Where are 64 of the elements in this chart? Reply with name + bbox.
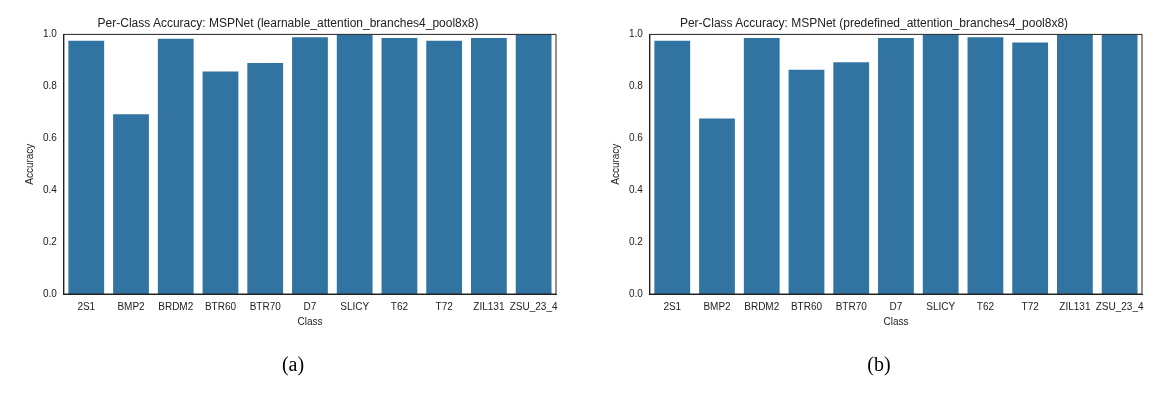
x-tick-label: BTR70 xyxy=(835,300,868,312)
y-tick-label: 0.4 xyxy=(43,183,58,195)
bar xyxy=(1012,42,1049,294)
chart-title: Per-Class Accuracy: MSPNet (predefined_attention_branches4_pool8x8) xyxy=(679,15,1069,30)
x-tick-label: D7 xyxy=(303,300,317,312)
x-tick-label: ZIL131 xyxy=(1059,300,1091,312)
chart-title: Per-Class Accuracy: MSPNet (learnable_attention_branches4_pool8x8) xyxy=(97,15,479,30)
x-tick-label: BTR60 xyxy=(204,300,237,312)
text: (a) xyxy=(280,353,306,376)
y-tick-label: 0.8 xyxy=(629,80,644,92)
bar xyxy=(336,34,373,294)
x-axis-title: Class xyxy=(883,315,909,327)
bar xyxy=(515,34,552,294)
bar xyxy=(426,40,463,294)
bar xyxy=(202,71,239,294)
bar xyxy=(381,38,418,294)
bar xyxy=(878,38,914,294)
y-axis-title: Accuracy xyxy=(23,143,35,185)
x-tick-label: BRDM2 xyxy=(158,300,194,312)
bar xyxy=(1101,34,1138,294)
x-tick-label: BTR60 xyxy=(790,300,823,312)
x-tick-label: BRDM2 xyxy=(744,300,780,312)
y-tick-label: 0.6 xyxy=(629,131,644,143)
x-tick-label: BMP2 xyxy=(703,300,732,312)
bar xyxy=(247,62,284,294)
bar xyxy=(922,34,959,294)
y-tick-label: 0.2 xyxy=(43,235,58,247)
x-tick-label: BTR70 xyxy=(249,300,282,312)
x-tick-label: BMP2 xyxy=(117,300,146,312)
x-tick-label: SLICY xyxy=(340,300,370,312)
y-tick-label: 1.0 xyxy=(629,28,644,40)
x-tick-label: ZIL131 xyxy=(473,300,505,312)
x-tick-label: ZSU_23_4 xyxy=(509,300,558,312)
bar xyxy=(833,62,870,294)
bar xyxy=(699,118,735,294)
x-tick-label: SLICY xyxy=(926,300,956,312)
bar xyxy=(654,40,691,294)
bar xyxy=(788,69,825,294)
x-tick-label: T62 xyxy=(976,300,995,312)
bar xyxy=(1057,34,1093,294)
y-tick-label: 1.0 xyxy=(43,28,58,40)
y-tick-label: 0.0 xyxy=(629,287,644,299)
text: (b) xyxy=(866,353,892,376)
x-tick-label: 2S1 xyxy=(77,300,96,312)
bar xyxy=(967,37,1004,294)
x-tick-label: T72 xyxy=(435,300,454,312)
y-tick-label: 0.6 xyxy=(43,131,58,143)
x-tick-label: D7 xyxy=(889,300,903,312)
bar xyxy=(157,38,194,294)
bar xyxy=(68,40,105,294)
y-tick-label: 0.0 xyxy=(43,287,58,299)
y-tick-label: 0.4 xyxy=(629,183,644,195)
y-tick-label: 0.8 xyxy=(43,80,58,92)
x-tick-label: T62 xyxy=(390,300,409,312)
x-tick-label: 2S1 xyxy=(663,300,682,312)
bar xyxy=(113,114,149,294)
bar xyxy=(471,38,507,294)
bar xyxy=(743,38,780,294)
x-axis-title: Class xyxy=(297,315,323,327)
x-tick-label: T72 xyxy=(1021,300,1040,312)
y-tick-label: 0.2 xyxy=(629,235,644,247)
y-axis-title: Accuracy xyxy=(609,143,621,185)
x-tick-label: ZSU_23_4 xyxy=(1095,300,1144,312)
bar xyxy=(292,37,328,294)
